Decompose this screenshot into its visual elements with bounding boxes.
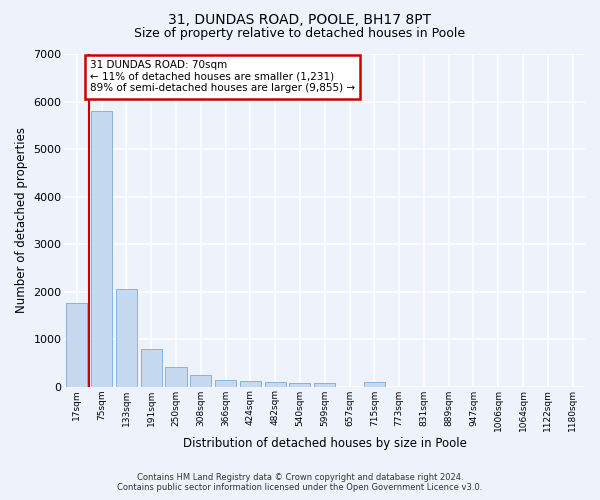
Bar bbox=[91, 111, 112, 386]
Bar bbox=[364, 382, 385, 386]
Bar bbox=[289, 383, 310, 386]
Text: Contains HM Land Registry data © Crown copyright and database right 2024.
Contai: Contains HM Land Registry data © Crown c… bbox=[118, 473, 482, 492]
Bar bbox=[67, 304, 88, 386]
Y-axis label: Number of detached properties: Number of detached properties bbox=[15, 128, 28, 314]
Bar bbox=[215, 380, 236, 386]
Bar bbox=[190, 374, 211, 386]
Bar bbox=[314, 382, 335, 386]
Bar bbox=[240, 381, 261, 386]
Bar bbox=[116, 288, 137, 386]
Bar bbox=[166, 366, 187, 386]
X-axis label: Distribution of detached houses by size in Poole: Distribution of detached houses by size … bbox=[183, 437, 467, 450]
Text: 31, DUNDAS ROAD, POOLE, BH17 8PT: 31, DUNDAS ROAD, POOLE, BH17 8PT bbox=[169, 12, 431, 26]
Bar bbox=[140, 348, 162, 387]
Text: Size of property relative to detached houses in Poole: Size of property relative to detached ho… bbox=[134, 28, 466, 40]
Text: 31 DUNDAS ROAD: 70sqm
← 11% of detached houses are smaller (1,231)
89% of semi-d: 31 DUNDAS ROAD: 70sqm ← 11% of detached … bbox=[90, 60, 355, 94]
Bar bbox=[265, 382, 286, 386]
